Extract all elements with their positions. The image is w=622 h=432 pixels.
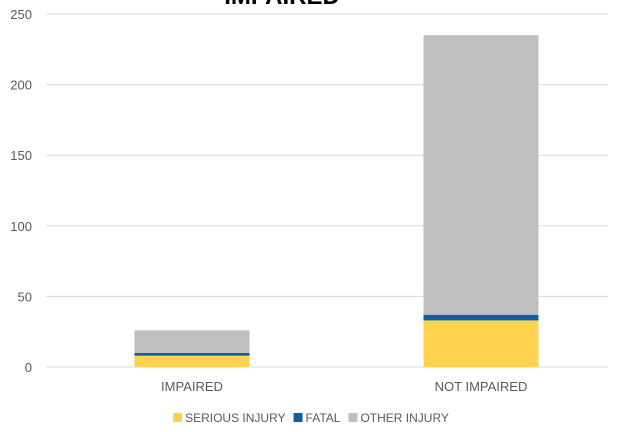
y-tick-label: 150 — [10, 148, 32, 163]
legend-label: FATAL — [306, 411, 341, 425]
bar-segment — [134, 330, 250, 353]
bar-segment — [134, 352, 250, 356]
bars — [134, 35, 539, 367]
legend-swatch — [293, 413, 303, 422]
legend-swatch — [348, 413, 358, 422]
x-axis-categories: IMPAIRED NOT IMPAIRED — [161, 379, 527, 394]
y-tick-label: 100 — [10, 219, 32, 234]
legend: SERIOUS INJURY FATAL OTHER INJURY — [173, 411, 449, 425]
bar-segment — [423, 320, 539, 367]
y-axis-ticks: 0 50 100 150 200 250 — [10, 7, 32, 375]
bar-segment — [423, 314, 539, 321]
y-tick-label: 200 — [10, 78, 32, 93]
bar-segment — [423, 35, 539, 315]
legend-label: OTHER INJURY — [360, 411, 448, 425]
bar-segment — [134, 355, 250, 367]
legend-label: SERIOUS INJURY — [185, 411, 285, 425]
chart-title: IMPAIRED — [224, 0, 340, 10]
y-tick-label: 0 — [25, 360, 32, 375]
x-category-label: IMPAIRED — [161, 379, 223, 394]
y-tick-label: 50 — [18, 289, 32, 304]
legend-swatch — [173, 413, 183, 422]
y-tick-label: 250 — [10, 7, 32, 22]
x-category-label: NOT IMPAIRED — [435, 379, 528, 394]
